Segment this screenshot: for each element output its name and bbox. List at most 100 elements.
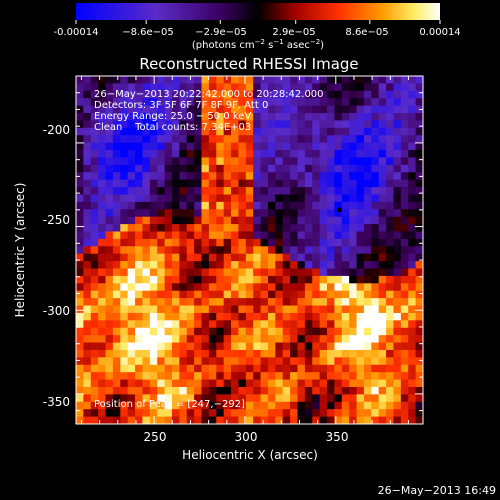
heatmap-cell xyxy=(260,349,269,358)
heatmap-cell xyxy=(149,261,158,270)
heatmap-cell xyxy=(378,90,387,99)
heatmap-cell xyxy=(98,320,107,329)
heatmap-cell xyxy=(260,253,269,262)
heatmap-cell xyxy=(127,90,136,99)
heatmap-cell xyxy=(260,209,269,218)
heatmap-cell xyxy=(260,172,269,181)
heatmap-cell xyxy=(290,238,299,247)
heatmap-cell xyxy=(120,394,129,403)
heatmap-cell xyxy=(297,142,306,151)
heatmap-cell xyxy=(341,253,350,262)
heatmap-cell xyxy=(378,201,387,210)
heatmap-cell xyxy=(245,416,254,424)
heatmap-cell xyxy=(312,127,321,136)
heatmap-cell xyxy=(290,246,299,255)
heatmap-cell xyxy=(98,164,107,173)
heatmap-cell xyxy=(378,224,387,233)
heatmap-cell xyxy=(142,364,151,373)
heatmap-cell xyxy=(260,90,269,99)
heatmap-cell xyxy=(164,127,173,136)
heatmap-cell xyxy=(142,187,151,196)
heatmap-cell xyxy=(371,113,380,122)
heatmap-cell xyxy=(415,305,423,314)
heatmap-cell xyxy=(245,349,254,358)
colorbar-tick-label: 2.9e−05 xyxy=(272,27,315,38)
heatmap-cell xyxy=(334,238,343,247)
heatmap-cell xyxy=(297,150,306,159)
heatmap-cell xyxy=(275,372,284,381)
heatmap-cell xyxy=(393,209,402,218)
heatmap-cell xyxy=(186,150,195,159)
heatmap-cell xyxy=(83,379,92,388)
heatmap-cell xyxy=(378,327,387,336)
heatmap-cell xyxy=(194,164,203,173)
heatmap-cell xyxy=(415,298,423,307)
heatmap-cell xyxy=(98,142,107,151)
heatmap-cell xyxy=(120,372,129,381)
heatmap-cell xyxy=(90,401,99,410)
heatmap-cell xyxy=(327,290,335,299)
heatmap-cell xyxy=(120,409,129,418)
heatmap-cell xyxy=(267,305,276,314)
heatmap-cell xyxy=(76,164,84,173)
heatmap-cell xyxy=(112,246,121,255)
heatmap-cell xyxy=(378,342,387,351)
heatmap-cell xyxy=(378,261,387,270)
heatmap-cell xyxy=(171,135,180,144)
heatmap-cell xyxy=(363,335,372,344)
heatmap-cell xyxy=(179,113,188,122)
heatmap-cell xyxy=(208,268,217,277)
heatmap-cell xyxy=(186,201,195,210)
heatmap-cell xyxy=(149,187,158,196)
heatmap-cell xyxy=(297,172,306,181)
heatmap-cell xyxy=(223,216,232,225)
heatmap-cell xyxy=(267,142,276,151)
heatmap-cell xyxy=(400,224,409,233)
heatmap-cell xyxy=(319,231,328,240)
heatmap-cell xyxy=(186,401,195,410)
heatmap-cell xyxy=(245,283,254,292)
heatmap-cell xyxy=(171,349,180,358)
heatmap-cell xyxy=(164,150,173,159)
heatmap-cell xyxy=(267,379,276,388)
heatmap-cell xyxy=(408,409,417,418)
heatmap-cell xyxy=(393,238,402,247)
heatmap-cell xyxy=(319,305,328,314)
heatmap-cell xyxy=(393,150,402,159)
heatmap-cell xyxy=(186,386,195,395)
heatmap-cell xyxy=(304,90,313,99)
heatmap-cell xyxy=(371,409,380,418)
heatmap-cell xyxy=(120,224,129,233)
heatmap-cell xyxy=(267,253,276,262)
heatmap-cell xyxy=(363,298,372,307)
heatmap-cell xyxy=(415,320,423,329)
heatmap-cell xyxy=(297,90,306,99)
heatmap-cell xyxy=(341,261,350,270)
heatmap-cell xyxy=(312,394,321,403)
heatmap-cell xyxy=(127,342,136,351)
heatmap-cell xyxy=(349,127,358,136)
y-tick-label: -250 xyxy=(43,213,70,227)
heatmap-cell xyxy=(216,164,225,173)
heatmap-cell xyxy=(245,194,254,203)
heatmap-cell xyxy=(253,401,262,410)
heatmap-cell xyxy=(231,224,240,233)
heatmap-cell xyxy=(341,372,350,381)
heatmap-cell xyxy=(327,327,335,336)
heatmap-cell xyxy=(194,120,203,129)
heatmap-cell xyxy=(83,83,92,92)
heatmap-cell xyxy=(363,209,372,218)
heatmap-cell xyxy=(312,83,321,92)
heatmap-cell xyxy=(98,216,107,225)
heatmap-cell xyxy=(349,209,358,218)
heatmap-cell xyxy=(105,261,114,270)
heatmap-cell xyxy=(142,298,151,307)
heatmap-cell xyxy=(164,349,173,358)
heatmap-cell xyxy=(127,298,136,307)
heatmap-cell xyxy=(186,312,195,321)
heatmap-cell xyxy=(304,342,313,351)
heatmap-cell xyxy=(179,312,188,321)
heatmap-cell xyxy=(378,120,387,129)
heatmap-cell xyxy=(179,253,188,262)
heatmap-cell xyxy=(83,246,92,255)
